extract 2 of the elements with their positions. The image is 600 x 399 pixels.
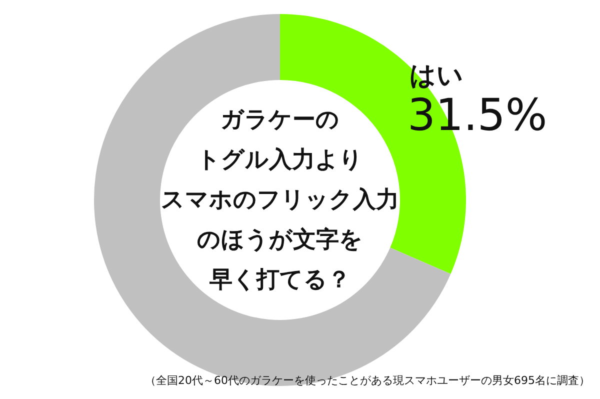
text: ガラケーのトグル入力よりスマホのフリック入力のほうが文字を早く打てる？ (161, 107, 399, 293)
text: （全国20代～60代のガラケーを使ったことがある現スマホユーザーの男女695名に調査） (145, 374, 590, 387)
